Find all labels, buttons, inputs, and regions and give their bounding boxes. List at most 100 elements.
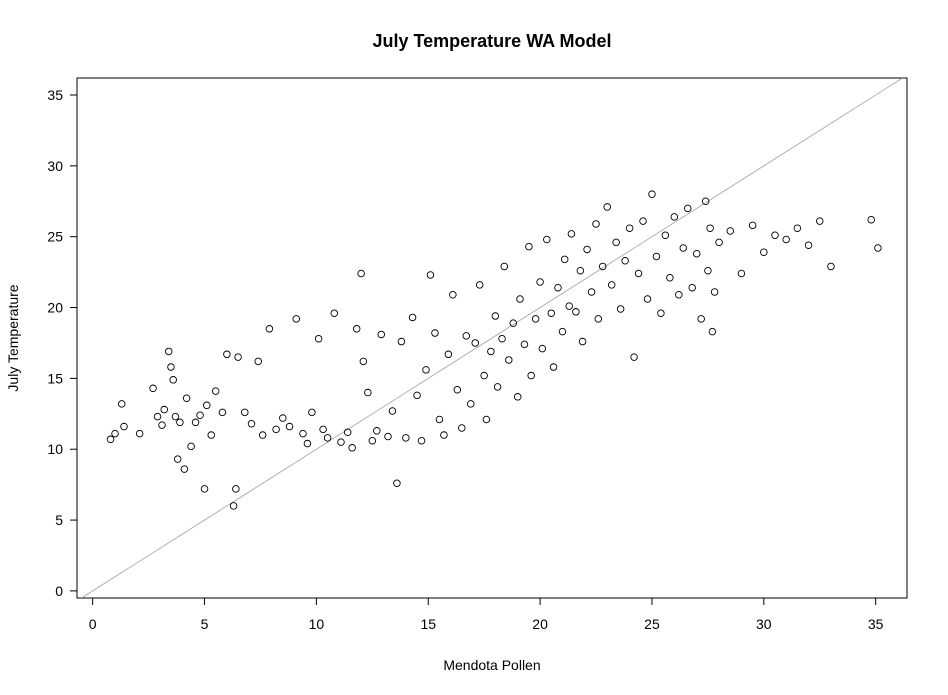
data-point bbox=[536, 278, 544, 286]
data-point bbox=[692, 249, 701, 258]
data-point bbox=[171, 412, 180, 421]
data-point bbox=[603, 203, 611, 211]
x-tick-label: 10 bbox=[309, 616, 325, 632]
data-point bbox=[453, 385, 462, 394]
data-point bbox=[426, 271, 435, 279]
data-point bbox=[688, 283, 696, 292]
data-point bbox=[715, 238, 723, 247]
data-point bbox=[549, 363, 558, 371]
data-point bbox=[867, 215, 875, 224]
data-point bbox=[661, 231, 670, 240]
data-point bbox=[422, 366, 430, 374]
data-point bbox=[364, 388, 372, 397]
data-point bbox=[160, 405, 169, 414]
data-point bbox=[343, 428, 352, 436]
data-point bbox=[388, 407, 397, 415]
data-point bbox=[164, 347, 173, 356]
data-point bbox=[704, 266, 712, 275]
data-point bbox=[158, 421, 166, 429]
data-point bbox=[706, 224, 714, 232]
data-point bbox=[793, 224, 802, 232]
data-point bbox=[462, 332, 471, 340]
data-point bbox=[592, 220, 600, 228]
x-tick-label: 0 bbox=[89, 616, 97, 632]
data-point bbox=[554, 283, 562, 292]
x-axis: 0 5 10 15 20 25 30 35 bbox=[89, 597, 884, 632]
data-point bbox=[135, 429, 144, 438]
data-point bbox=[643, 295, 652, 303]
data-point bbox=[384, 432, 392, 441]
data-point bbox=[106, 435, 115, 444]
reference-line bbox=[81, 77, 903, 599]
data-point bbox=[487, 347, 495, 356]
data-point bbox=[373, 427, 381, 435]
data-point bbox=[466, 400, 475, 408]
data-point bbox=[815, 217, 824, 225]
data-point bbox=[352, 325, 361, 333]
data-point bbox=[726, 227, 735, 235]
data-point bbox=[200, 485, 209, 493]
data-point bbox=[520, 340, 529, 349]
data-point bbox=[319, 425, 327, 434]
data-point bbox=[538, 344, 547, 353]
data-point bbox=[413, 391, 421, 400]
data-point bbox=[760, 248, 768, 257]
data-point bbox=[710, 288, 719, 296]
data-point bbox=[516, 295, 524, 303]
data-point bbox=[804, 241, 813, 249]
data-point bbox=[567, 230, 576, 238]
data-point bbox=[111, 429, 119, 438]
data-point bbox=[117, 400, 126, 408]
x-tick-label: 35 bbox=[868, 616, 884, 632]
y-tick-label: 20 bbox=[47, 300, 63, 316]
data-point bbox=[176, 418, 184, 427]
data-point bbox=[218, 408, 227, 417]
data-point bbox=[782, 235, 790, 244]
data-point bbox=[827, 262, 835, 271]
data-point bbox=[207, 431, 215, 439]
y-tick-label: 25 bbox=[47, 229, 63, 245]
data-point bbox=[543, 235, 551, 244]
data-point bbox=[247, 419, 256, 428]
data-point bbox=[493, 383, 502, 391]
data-point bbox=[440, 431, 448, 439]
data-point bbox=[771, 231, 779, 240]
data-point bbox=[616, 305, 625, 313]
data-point bbox=[748, 221, 757, 230]
y-axis: 0 5 10 15 20 25 30 35 bbox=[47, 87, 78, 599]
data-point bbox=[229, 502, 238, 510]
data-point bbox=[323, 434, 332, 442]
data-point bbox=[598, 262, 607, 271]
data-point bbox=[482, 415, 491, 424]
data-point bbox=[708, 327, 717, 336]
data-point bbox=[630, 353, 638, 361]
data-point bbox=[272, 425, 280, 434]
y-tick-label: 15 bbox=[47, 370, 63, 386]
data-point bbox=[232, 485, 240, 493]
data-point bbox=[173, 455, 182, 463]
y-tick-label: 30 bbox=[47, 158, 63, 174]
data-point bbox=[509, 319, 518, 327]
data-point bbox=[471, 339, 479, 347]
data-point bbox=[498, 334, 506, 343]
data-point bbox=[666, 274, 674, 282]
data-point bbox=[449, 291, 457, 299]
data-point bbox=[576, 266, 585, 275]
data-point bbox=[679, 244, 688, 252]
data-point bbox=[285, 422, 294, 431]
data-point bbox=[625, 224, 634, 232]
data-point bbox=[513, 393, 522, 401]
data-point bbox=[607, 281, 616, 289]
data-point bbox=[393, 479, 401, 487]
data-point bbox=[675, 291, 683, 299]
x-axis-label: Mendota Pollen bbox=[443, 657, 540, 673]
data-point bbox=[527, 371, 535, 380]
data-point bbox=[458, 424, 466, 432]
data-point bbox=[701, 197, 710, 206]
y-tick-label: 10 bbox=[47, 441, 63, 457]
data-point bbox=[241, 408, 249, 417]
data-point bbox=[149, 384, 157, 393]
data-point bbox=[167, 363, 175, 371]
data-point bbox=[621, 257, 629, 265]
data-point bbox=[308, 408, 316, 417]
